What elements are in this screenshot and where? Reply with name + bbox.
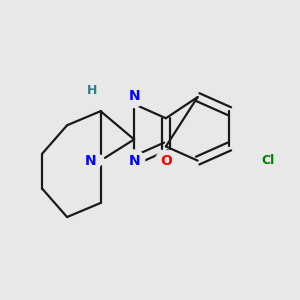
Circle shape	[81, 80, 102, 100]
Circle shape	[124, 86, 145, 107]
Circle shape	[80, 150, 101, 171]
Text: N: N	[128, 89, 140, 103]
Circle shape	[155, 151, 176, 172]
Circle shape	[124, 150, 145, 171]
Text: N: N	[85, 154, 97, 168]
Text: N: N	[128, 154, 140, 168]
Circle shape	[254, 147, 281, 174]
Text: O: O	[160, 154, 172, 168]
Text: H: H	[87, 83, 97, 97]
Text: Cl: Cl	[261, 154, 274, 167]
